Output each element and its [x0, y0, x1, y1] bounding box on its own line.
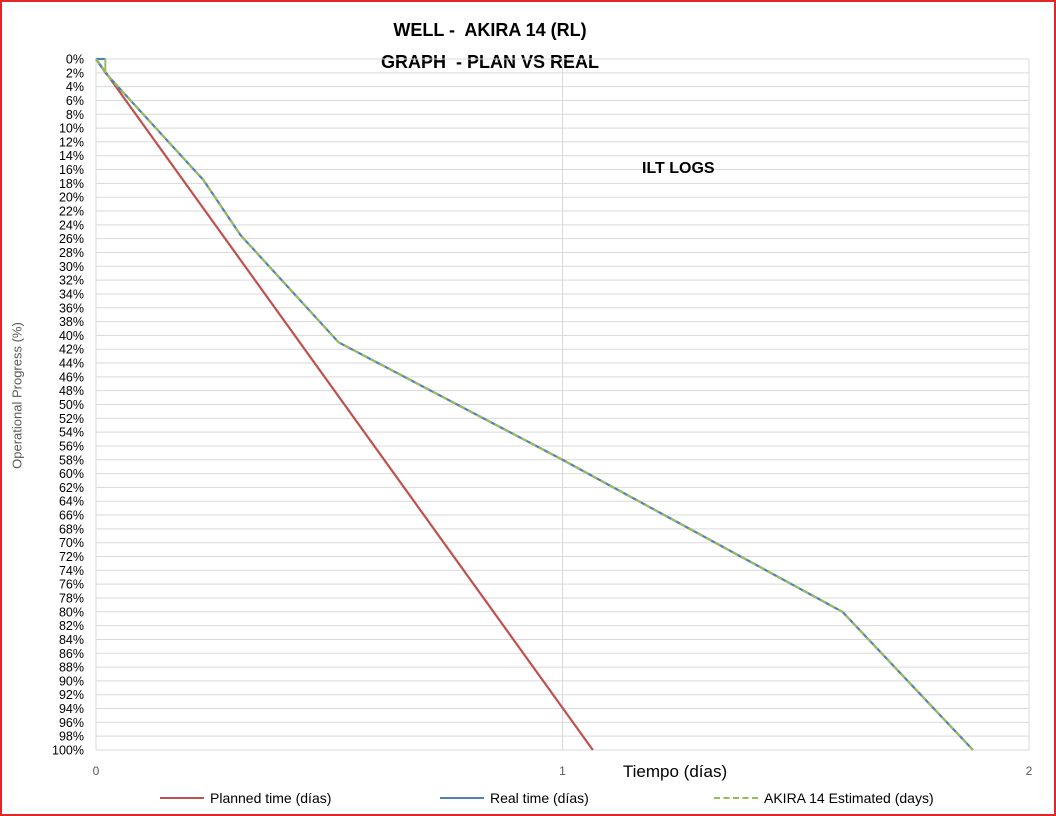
legend-swatch-planned — [160, 797, 204, 799]
y-tick-label: 98% — [59, 730, 84, 744]
y-tick-label: 14% — [59, 149, 84, 163]
legend-label-planned: Planned time (días) — [210, 790, 332, 806]
legend-item-estimated: AKIRA 14 Estimated (days) — [714, 790, 934, 806]
y-tick-label: 34% — [59, 287, 84, 301]
y-tick-label: 84% — [59, 633, 84, 647]
y-tick-label: 32% — [59, 274, 84, 288]
series-line-planned — [95, 58, 594, 751]
chart-title-line-2: GRAPH - PLAN VS REAL — [380, 52, 599, 72]
legend-item-real: Real time (días) — [440, 790, 589, 806]
y-tick-label: 2% — [66, 66, 84, 80]
series-line-estimated — [95, 58, 974, 751]
y-axis-label: Operational Progress (%) — [9, 322, 25, 469]
y-tick-label: 30% — [59, 260, 84, 274]
y-tick-label: 62% — [59, 481, 84, 495]
y-tick-label: 24% — [59, 218, 84, 232]
y-tick-label: 60% — [59, 467, 84, 481]
y-tick-label: 38% — [59, 315, 84, 329]
legend-swatch-estimated — [714, 797, 758, 799]
y-tick-label: 64% — [59, 495, 84, 509]
y-tick-label: 4% — [66, 80, 84, 94]
y-tick-label: 36% — [59, 301, 84, 315]
y-tick-label: 56% — [59, 439, 84, 453]
y-tick-label: 48% — [59, 384, 84, 398]
y-tick-label: 28% — [59, 246, 84, 260]
y-tick-label: 92% — [59, 688, 84, 702]
y-tick-label: 10% — [59, 122, 84, 136]
y-tick-label: 82% — [59, 619, 84, 633]
y-tick-label: 0% — [66, 53, 84, 67]
x-tick-label: 1 — [559, 764, 566, 778]
y-tick-label: 94% — [59, 702, 84, 716]
y-tick-label: 78% — [59, 591, 84, 605]
y-tick-label: 88% — [59, 661, 84, 675]
chart-title-line-1: WELL - AKIRA 14 (RL) — [393, 20, 587, 40]
y-tick-label: 18% — [59, 177, 84, 191]
y-tick-label: 70% — [59, 536, 84, 550]
y-tick-label: 16% — [59, 163, 84, 177]
y-tick-label: 58% — [59, 453, 84, 467]
y-tick-label: 42% — [59, 343, 84, 357]
y-tick-label: 68% — [59, 522, 84, 536]
y-tick-label: 86% — [59, 647, 84, 661]
y-tick-label: 44% — [59, 357, 84, 371]
y-tick-label: 74% — [59, 564, 84, 578]
x-tick-label: 0 — [93, 764, 100, 778]
y-tick-label: 40% — [59, 329, 84, 343]
x-axis-label: Tiempo (días) — [622, 762, 728, 781]
y-tick-label: 100% — [52, 744, 84, 758]
chart-annotation: ILT LOGS — [642, 160, 715, 177]
y-tick-label: 52% — [59, 412, 84, 426]
y-tick-label: 76% — [59, 578, 84, 592]
y-tick-label: 96% — [59, 716, 84, 730]
y-tick-label: 46% — [59, 370, 84, 384]
legend-item-planned: Planned time (días) — [160, 790, 331, 806]
x-tick-label: 2 — [1026, 764, 1033, 778]
y-tick-label: 80% — [59, 605, 84, 619]
legend-label-estimated: AKIRA 14 Estimated (days) — [764, 790, 934, 806]
y-tick-label: 22% — [59, 205, 84, 219]
legend-label-real: Real time (días) — [490, 790, 589, 806]
chart-legend: Planned time (días) Real time (días) AKI… — [0, 790, 1056, 812]
y-tick-label: 54% — [59, 426, 84, 440]
y-tick-label: 20% — [59, 191, 84, 205]
y-tick-label: 6% — [66, 94, 84, 108]
y-tick-label: 90% — [59, 674, 84, 688]
y-tick-label: 12% — [59, 135, 84, 149]
y-tick-label: 50% — [59, 398, 84, 412]
y-tick-label: 26% — [59, 232, 84, 246]
legend-swatch-real — [440, 797, 484, 799]
y-tick-label: 66% — [59, 509, 84, 523]
y-tick-label: 72% — [59, 550, 84, 564]
y-tick-label: 8% — [66, 108, 84, 122]
